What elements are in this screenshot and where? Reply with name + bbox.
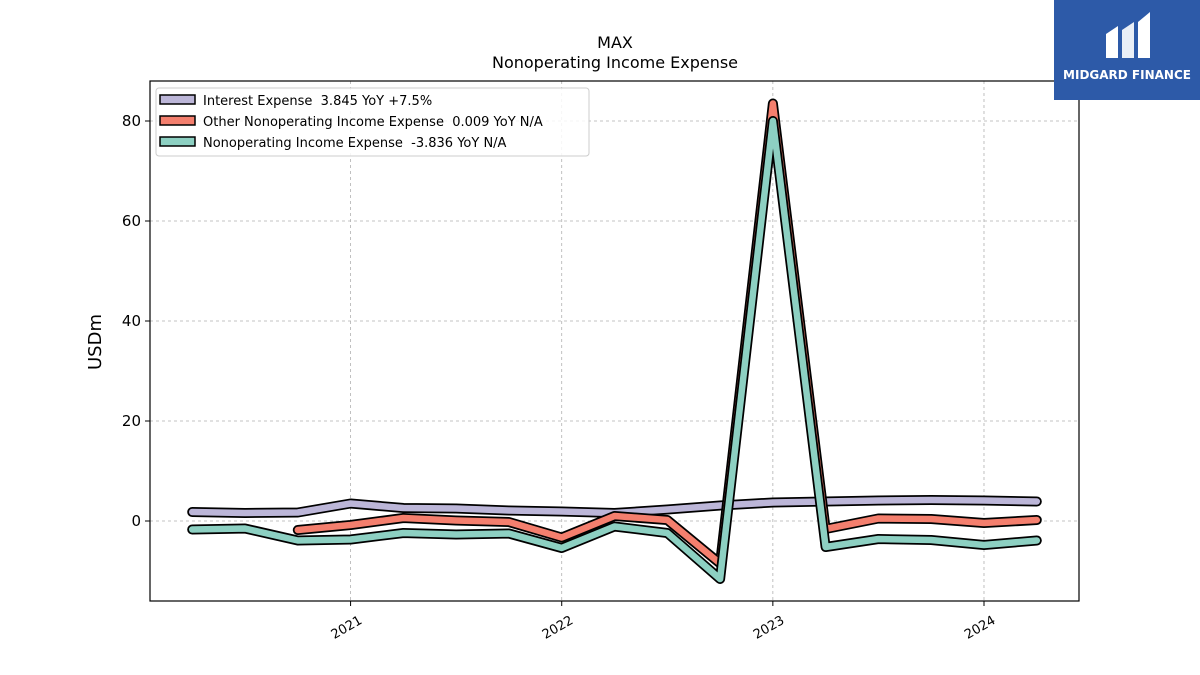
legend-label: Nonoperating Income Expense -3.836 YoY N…	[203, 136, 507, 151]
y-tick-labels: 0 20 40 60 80	[122, 112, 141, 530]
chart-subtitle: Nonoperating Income Expense	[492, 53, 738, 72]
y-tick-label: 60	[122, 212, 141, 230]
x-tick-label: 2021	[329, 613, 365, 643]
y-tick-label: 40	[122, 312, 141, 330]
x-tick-labels: 2021 2022 2023 2024	[329, 613, 999, 643]
legend-label: Interest Expense 3.845 YoY +7.5%	[203, 94, 432, 109]
legend-box	[155, 87, 590, 157]
y-tick-label: 0	[131, 512, 141, 530]
chart-title: MAX	[597, 33, 633, 52]
y-tick-label: 20	[122, 412, 141, 430]
legend-swatch	[159, 136, 196, 147]
series-outline-2	[292, 98, 1042, 569]
logo-mark-icon	[1106, 12, 1150, 58]
x-tick-label: 2023	[751, 613, 787, 643]
logo-text: MIDGARD FINANCE	[1063, 68, 1191, 82]
legend-label: Other Nonoperating Income Expense 0.009 …	[203, 115, 543, 130]
legend-swatch	[159, 115, 196, 126]
plot-frame	[149, 80, 1080, 602]
legend: Interest Expense 3.845 YoY +7.5% Other No…	[155, 87, 590, 157]
x-tick-label: 2022	[540, 613, 576, 643]
brand-logo: MIDGARD FINANCE	[1054, 0, 1200, 100]
x-tick-label: 2024	[962, 613, 998, 643]
y-axis-label: USDm	[85, 314, 106, 370]
series-line-2	[294, 100, 1041, 567]
legend-swatch	[159, 94, 196, 105]
series-line-3	[188, 117, 1041, 583]
series-lines	[187, 98, 1042, 584]
y-tick-label: 80	[122, 112, 141, 130]
